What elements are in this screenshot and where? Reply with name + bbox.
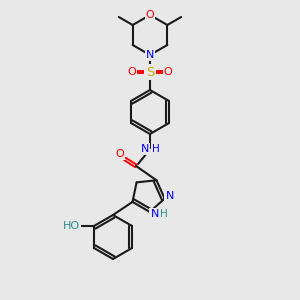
Text: O: O <box>116 149 124 159</box>
Text: N: N <box>165 190 174 200</box>
Text: O: O <box>164 67 172 77</box>
Text: S: S <box>146 65 154 79</box>
Text: O: O <box>128 67 136 77</box>
Text: H: H <box>152 144 160 154</box>
Text: N: N <box>146 50 154 60</box>
Text: N: N <box>151 209 159 219</box>
Text: HO: HO <box>62 221 80 231</box>
Text: H: H <box>160 209 168 219</box>
Text: N: N <box>141 144 149 154</box>
Text: O: O <box>146 10 154 20</box>
